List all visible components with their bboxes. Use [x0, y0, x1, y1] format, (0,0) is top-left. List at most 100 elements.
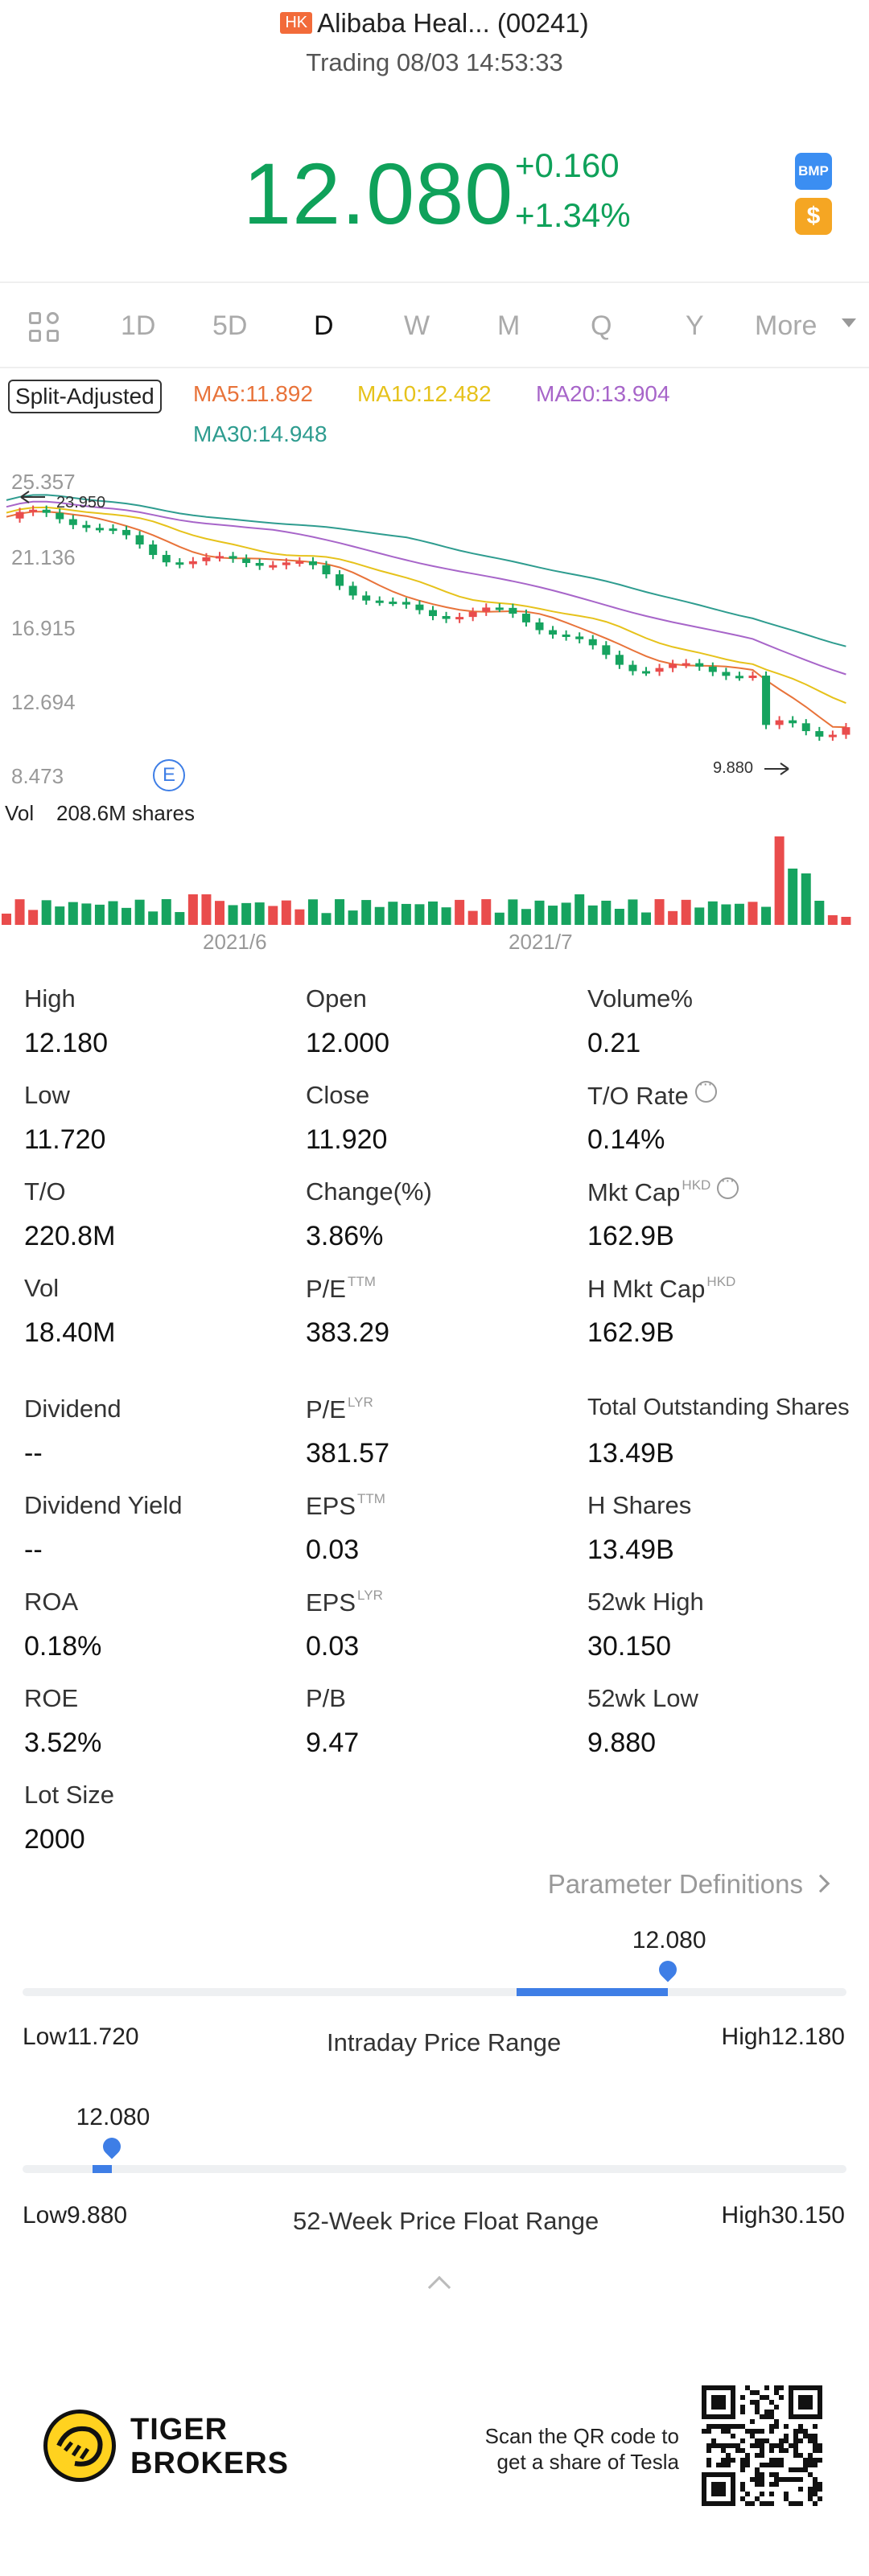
stat-label: Vol	[24, 1274, 60, 1302]
ma5-label: MA5:11.892	[193, 381, 313, 406]
stat-label: Change(%)	[306, 1177, 432, 1206]
tab-more[interactable]: More	[755, 310, 818, 341]
candle	[562, 635, 570, 638]
volume-bar	[601, 900, 612, 925]
chevron-down-icon[interactable]	[842, 318, 856, 327]
stat-label: T/O	[24, 1177, 66, 1206]
candle	[549, 630, 558, 635]
parameter-definitions-label: Parameter Definitions	[547, 1869, 803, 1899]
candle	[348, 585, 357, 596]
volume-bar	[55, 906, 65, 925]
y-tick-label: 8.473	[11, 764, 64, 788]
kline-chart[interactable]: 25.357 21.136 16.915 12.694 8.473 23.950…	[0, 466, 869, 954]
candle	[269, 565, 278, 568]
candle	[455, 617, 464, 620]
candle	[588, 639, 597, 646]
chevron-up-icon[interactable]	[427, 2275, 451, 2299]
volume-bar	[748, 902, 758, 925]
bmp-icon[interactable]: BMP	[795, 153, 832, 190]
stat-label: Volume%	[587, 984, 693, 1013]
stat-label: 52wk Low	[587, 1684, 698, 1712]
tab-w[interactable]: W	[404, 310, 430, 341]
stat-value: 13.49B	[587, 1438, 674, 1469]
candle	[162, 555, 171, 563]
brand-name-line1: TIGER	[130, 2413, 229, 2447]
week52-range-track	[23, 2165, 846, 2173]
period-tabs: 1D 5D D W M Q Y More	[0, 306, 869, 351]
kline-svg	[2, 491, 851, 925]
tab-q[interactable]: Q	[591, 310, 612, 341]
candle	[775, 720, 784, 725]
tab-5d[interactable]: 5D	[212, 310, 248, 341]
ma10-line	[6, 506, 846, 705]
stat-label: T/O Rate	[587, 1082, 689, 1110]
volume-bar	[335, 899, 345, 925]
volume-bar	[241, 902, 252, 925]
stat-label: H Shares	[587, 1491, 692, 1519]
candle	[82, 524, 91, 528]
volume-bar	[428, 901, 438, 925]
x-tick-label: 2021/7	[509, 930, 573, 954]
header-divider	[0, 281, 869, 283]
volume-bar	[694, 907, 705, 925]
candle	[295, 561, 304, 564]
volume-bar	[215, 901, 224, 925]
volume-bar	[481, 899, 492, 925]
stat-label: Total Outstanding Shares	[587, 1395, 850, 1420]
volume-bar	[254, 902, 265, 925]
scan-text-line1: Scan the QR code to	[484, 2424, 679, 2448]
tab-1d[interactable]: 1D	[121, 310, 156, 341]
volume-bar	[294, 909, 305, 925]
candle	[68, 519, 77, 525]
candle	[135, 535, 144, 545]
candle	[336, 574, 344, 586]
stat-label: EPS	[306, 1588, 356, 1617]
stat-value: 9.47	[306, 1728, 360, 1758]
stat-label: EPS	[306, 1492, 356, 1520]
grid-icon[interactable]	[29, 312, 61, 344]
candle	[722, 672, 731, 676]
stat-value: --	[24, 1438, 43, 1469]
intraday-range-track	[23, 1988, 846, 1996]
stat-value: 162.9B	[587, 1221, 674, 1251]
candle	[521, 614, 530, 622]
candle	[15, 512, 24, 519]
stat-value: 18.40M	[24, 1317, 116, 1348]
volume-bar	[161, 899, 171, 925]
tab-d[interactable]: D	[314, 310, 334, 341]
candle	[482, 607, 491, 612]
superscript: TTM	[347, 1274, 376, 1289]
parameter-definitions-link[interactable]: Parameter Definitions	[547, 1869, 830, 1900]
stat-label: P/E	[306, 1395, 346, 1424]
volume-bar	[721, 904, 731, 925]
min-price-label: 9.880	[713, 759, 754, 777]
volume-bar	[187, 894, 198, 925]
tab-m[interactable]: M	[497, 310, 521, 341]
stat-value: 2000	[24, 1824, 85, 1855]
volume-bar	[268, 906, 278, 925]
stat-label: High	[24, 984, 76, 1013]
candle	[188, 561, 197, 565]
x-tick-label: 2021/6	[203, 930, 267, 954]
volume-bar	[2, 914, 11, 925]
superscript: LYR	[347, 1395, 373, 1410]
candle	[468, 611, 477, 618]
more-info-icon[interactable]	[694, 1075, 717, 1103]
dollar-icon[interactable]: $	[795, 198, 832, 235]
volume-bar	[28, 910, 39, 925]
split-adjusted-button[interactable]: Split-Adjusted	[8, 380, 162, 413]
ma20-line	[6, 500, 846, 676]
candle	[375, 600, 384, 603]
tab-y[interactable]: Y	[686, 310, 704, 341]
tabs-divider	[0, 367, 869, 368]
volume-bar	[321, 913, 332, 925]
stat-label: Dividend	[24, 1395, 121, 1423]
candle	[762, 676, 771, 725]
volume-bar	[681, 899, 691, 925]
more-info-icon[interactable]	[717, 1172, 739, 1199]
stat-value: 0.03	[306, 1631, 360, 1662]
week52-current-value: 12.080	[76, 2104, 150, 2130]
volume-bar	[68, 902, 78, 925]
earnings-event-marker[interactable]: E	[153, 759, 185, 791]
candle	[669, 664, 677, 668]
